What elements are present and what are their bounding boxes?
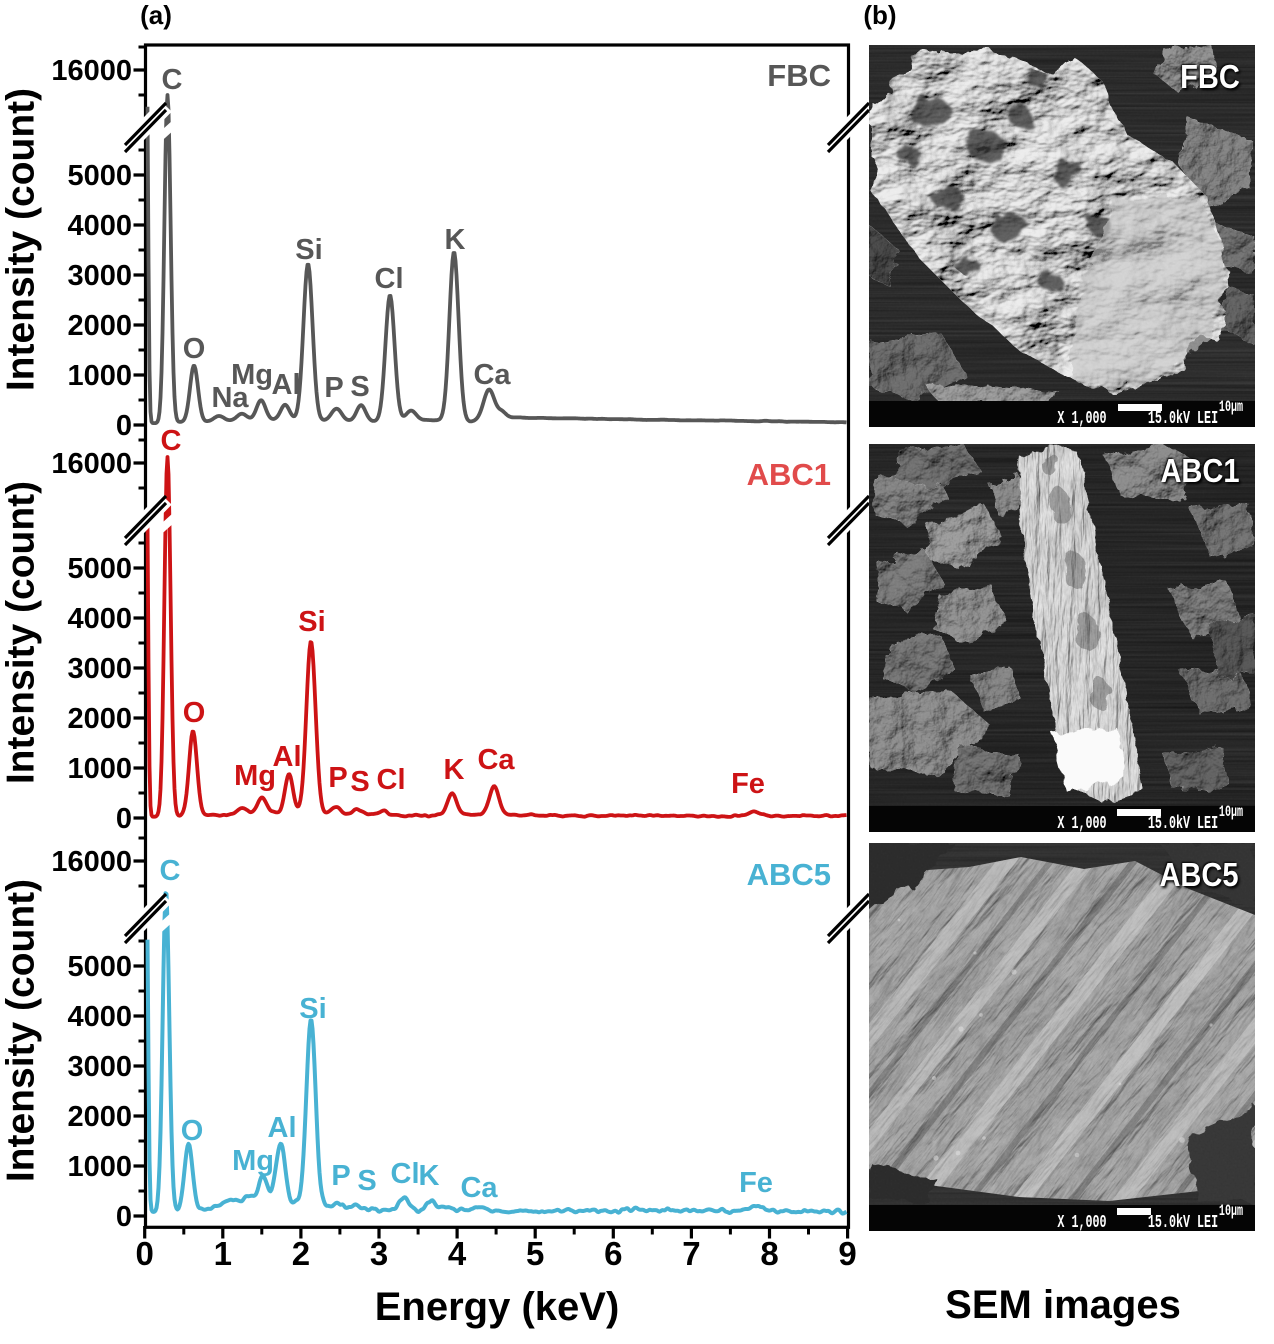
- svg-text:ABC5: ABC5: [747, 857, 831, 892]
- svg-text:Intensity (count): Intensity (count): [0, 88, 43, 391]
- svg-text:9: 9: [838, 1235, 856, 1272]
- svg-text:Ca: Ca: [477, 744, 515, 776]
- svg-text:O: O: [183, 333, 206, 365]
- svg-text:5000: 5000: [67, 951, 132, 983]
- svg-text:1000: 1000: [67, 753, 132, 785]
- svg-text:S: S: [357, 1165, 376, 1197]
- svg-text:0: 0: [116, 410, 132, 442]
- svg-text:4: 4: [448, 1235, 467, 1272]
- svg-text:K: K: [444, 754, 465, 786]
- svg-text:Intensity (count): Intensity (count): [0, 879, 43, 1182]
- svg-text:K: K: [445, 224, 466, 256]
- svg-text:C: C: [162, 64, 183, 96]
- svg-text:S: S: [350, 766, 369, 798]
- svg-text:FBC: FBC: [767, 58, 831, 93]
- svg-text:4000: 4000: [67, 210, 132, 242]
- svg-text:P: P: [331, 1160, 350, 1192]
- svg-text:O: O: [183, 697, 206, 729]
- svg-text:5: 5: [526, 1235, 544, 1272]
- svg-text:2000: 2000: [67, 1101, 132, 1133]
- svg-text:K: K: [419, 1160, 440, 1192]
- svg-text:Intensity (count): Intensity (count): [0, 481, 43, 784]
- svg-text:2000: 2000: [67, 310, 132, 342]
- svg-text:1: 1: [214, 1235, 232, 1272]
- svg-text:Cl: Cl: [377, 764, 406, 796]
- svg-text:5000: 5000: [67, 553, 132, 585]
- svg-text:Cl: Cl: [375, 263, 404, 295]
- svg-text:C: C: [160, 855, 181, 887]
- svg-text:S: S: [350, 371, 369, 403]
- svg-text:Si: Si: [298, 606, 325, 638]
- svg-text:4000: 4000: [67, 1001, 132, 1033]
- svg-text:(b): (b): [863, 0, 896, 30]
- svg-text:Fe: Fe: [739, 1167, 773, 1199]
- svg-text:Mg: Mg: [231, 359, 273, 391]
- svg-text:Na: Na: [211, 382, 249, 414]
- svg-text:P: P: [328, 762, 347, 794]
- svg-text:Mg: Mg: [232, 1145, 274, 1177]
- svg-text:SEM images: SEM images: [945, 1283, 1181, 1327]
- svg-text:6: 6: [604, 1235, 622, 1272]
- svg-text:P: P: [324, 372, 343, 404]
- svg-text:16000: 16000: [51, 846, 132, 878]
- svg-text:0: 0: [116, 803, 132, 835]
- svg-text:0: 0: [136, 1235, 154, 1272]
- svg-text:2: 2: [292, 1235, 310, 1272]
- svg-text:Cl: Cl: [391, 1158, 420, 1190]
- svg-text:5000: 5000: [67, 160, 132, 192]
- svg-text:Mg: Mg: [234, 760, 276, 792]
- svg-text:4000: 4000: [67, 603, 132, 635]
- svg-text:Fe: Fe: [731, 768, 765, 800]
- svg-text:3000: 3000: [67, 653, 132, 685]
- svg-text:Al: Al: [272, 369, 301, 401]
- svg-text:O: O: [181, 1115, 204, 1147]
- svg-text:C: C: [161, 425, 182, 457]
- svg-text:16000: 16000: [51, 55, 132, 87]
- svg-text:1000: 1000: [67, 360, 132, 392]
- svg-text:3000: 3000: [67, 260, 132, 292]
- svg-text:8: 8: [760, 1235, 778, 1272]
- svg-text:7: 7: [682, 1235, 700, 1272]
- svg-text:2000: 2000: [67, 703, 132, 735]
- svg-text:Al: Al: [273, 741, 302, 773]
- svg-text:ABC1: ABC1: [747, 457, 831, 492]
- svg-text:Si: Si: [295, 234, 322, 266]
- svg-text:Al: Al: [268, 1112, 297, 1144]
- svg-text:3: 3: [370, 1235, 388, 1272]
- svg-text:Ca: Ca: [473, 359, 511, 391]
- svg-text:16000: 16000: [51, 448, 132, 480]
- svg-text:0: 0: [116, 1201, 132, 1233]
- svg-text:1000: 1000: [67, 1151, 132, 1183]
- svg-text:Energy (keV): Energy (keV): [375, 1285, 620, 1329]
- svg-text:Si: Si: [299, 993, 326, 1025]
- svg-text:3000: 3000: [67, 1051, 132, 1083]
- svg-text:(a): (a): [140, 0, 172, 30]
- svg-text:Ca: Ca: [460, 1172, 498, 1204]
